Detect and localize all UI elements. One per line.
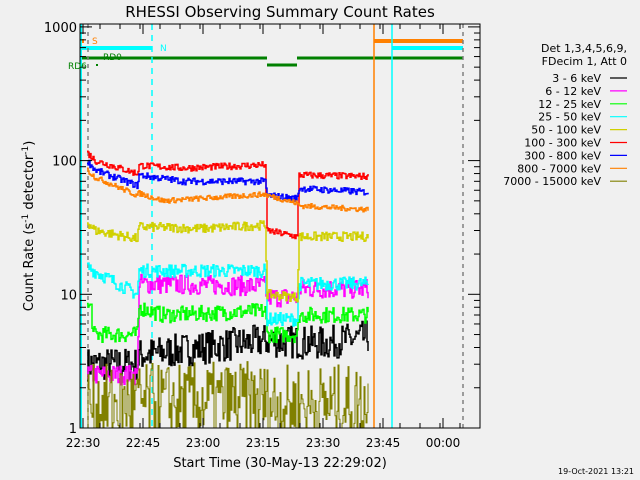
legend-label: 100 - 300 keV <box>524 137 601 150</box>
n-label: N <box>160 44 167 54</box>
legend-label: 3 - 6 keV <box>552 72 601 85</box>
rd6-label: RD6 <box>68 62 87 72</box>
s-label: S <box>92 37 98 47</box>
legend-label: 7000 - 15000 keV <box>503 175 601 188</box>
y-axis-label: Count Rate (s-1 detector-1) <box>21 141 37 312</box>
x-tick-label: 23:45 <box>366 436 401 450</box>
n-bar <box>392 46 463 50</box>
rd0-bar <box>297 56 463 60</box>
rd0-label: RD0 <box>103 53 122 63</box>
x-tick-label: 00:00 <box>426 436 461 450</box>
series-line-2 <box>87 302 369 344</box>
legend-label: 12 - 25 keV <box>538 98 601 111</box>
rd6-bar <box>267 63 297 67</box>
x-tick-label: 23:30 <box>306 436 341 450</box>
x-tick-label: 23:15 <box>246 436 281 450</box>
series-line-8 <box>87 361 369 429</box>
y-tick-label: 1 <box>69 422 77 437</box>
legend-header-2: FDecim 1, Att 0 <box>542 55 627 68</box>
s-bar <box>374 39 463 43</box>
axes: 22:30 22:45 23:00 23:15 23:30 23:45 00:00 1 10 10… <box>44 21 480 450</box>
rd6-dot <box>96 64 98 66</box>
series-line-4 <box>87 220 369 303</box>
y-tick-label: 1000 <box>44 21 77 36</box>
rd0-bar <box>80 56 267 60</box>
series-line-0 <box>87 320 369 382</box>
series-line-5 <box>87 150 369 240</box>
series-group <box>87 150 369 429</box>
footer-timestamp: 19-Oct-2021 13:21 <box>558 467 634 476</box>
legend-label: 25 - 50 keV <box>538 111 601 124</box>
series-line-6 <box>87 159 369 203</box>
x-tick-label: 22:45 <box>126 436 161 450</box>
series-line-7 <box>87 167 369 213</box>
status-bars <box>80 39 463 67</box>
series-line-3 <box>87 262 369 327</box>
legend-label: 50 - 100 keV <box>531 124 601 137</box>
x-axis-label: Start Time (30-May-13 22:29:02) <box>173 456 387 471</box>
chart-title: RHESSI Observing Summary Count Rates <box>125 3 435 21</box>
legend-label: 300 - 800 keV <box>524 149 601 162</box>
n-bar <box>80 46 152 50</box>
x-tick-label: 23:00 <box>186 436 221 450</box>
y-tick-label: 10 <box>60 288 77 303</box>
legend: Det 1,3,4,5,6,9, FDecim 1, Att 0 3 - 6 k… <box>503 42 627 188</box>
x-tick-label: 22:30 <box>66 436 101 450</box>
y-tick-label: 100 <box>52 155 77 170</box>
legend-label: 6 - 12 keV <box>545 85 601 98</box>
legend-header-1: Det 1,3,4,5,6,9, <box>541 42 627 55</box>
legend-label: 800 - 7000 keV <box>517 162 601 175</box>
